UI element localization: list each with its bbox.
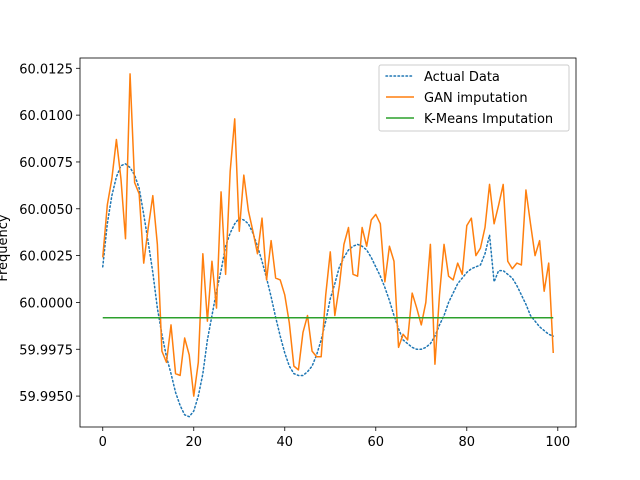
y-tick-label-3: 60.0025 xyxy=(19,250,73,265)
y-tick-label-1: 59.9975 xyxy=(19,343,73,358)
y-tick-label-6: 60.0100 xyxy=(19,109,73,124)
legend-label-2: K-Means Imputation xyxy=(424,112,553,127)
series-line-0 xyxy=(102,163,554,418)
legend: Actual Data GAN imputation K-Means Imputat… xyxy=(378,64,570,132)
y-tick-label-5: 60.0075 xyxy=(19,156,73,171)
series-line-1 xyxy=(102,73,554,397)
x-tick-label-1: 20 xyxy=(185,435,202,450)
y-tick-label-2: 60.0000 xyxy=(19,296,73,311)
axes-frame xyxy=(79,57,577,428)
y-tick-label-0: 59.9950 xyxy=(19,390,73,405)
x-tick-label-2: 40 xyxy=(276,435,293,450)
plot-area: 0 20 40 60 80 100 59.9950 59.9975 60.0000 60.0025… xyxy=(19,57,577,450)
y-axis-label: Frequency xyxy=(0,214,11,281)
x-tick-label-5: 100 xyxy=(545,435,570,450)
legend-label-0: Actual Data xyxy=(424,70,500,85)
legend-box xyxy=(378,64,570,132)
y-tick-label-7: 60.0125 xyxy=(19,62,73,77)
x-tick-label-3: 60 xyxy=(368,435,385,450)
x-tick-label-4: 80 xyxy=(459,435,476,450)
y-tick-label-4: 60.0050 xyxy=(19,203,73,218)
x-tick-label-0: 0 xyxy=(99,435,107,450)
legend-label-1: GAN imputation xyxy=(424,91,528,106)
